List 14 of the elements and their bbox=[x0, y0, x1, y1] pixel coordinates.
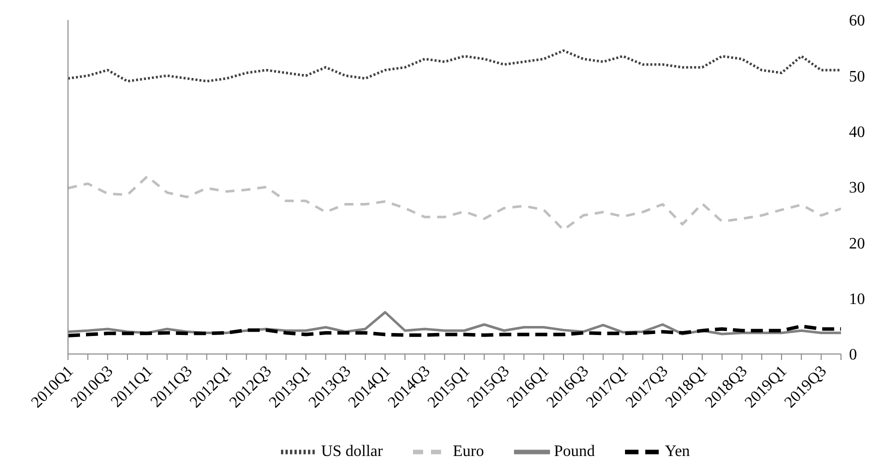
y-tick-label: 20 bbox=[849, 235, 865, 252]
y-tick-label: 50 bbox=[849, 68, 865, 86]
y-tick-label: 0 bbox=[849, 346, 857, 364]
y-tick-label: 40 bbox=[849, 124, 865, 142]
line-series bbox=[68, 324, 841, 338]
legend-label: Pound bbox=[554, 442, 595, 460]
legend-label: US dollar bbox=[321, 442, 383, 460]
y-tick-label: 10 bbox=[849, 291, 865, 308]
legend-label: Yen bbox=[664, 442, 690, 460]
legend-label: Euro bbox=[452, 442, 484, 460]
line-series bbox=[68, 175, 841, 232]
line-series bbox=[68, 49, 841, 82]
y-tick-label: 30 bbox=[849, 180, 865, 197]
y-tick-label: 60 bbox=[849, 12, 865, 30]
